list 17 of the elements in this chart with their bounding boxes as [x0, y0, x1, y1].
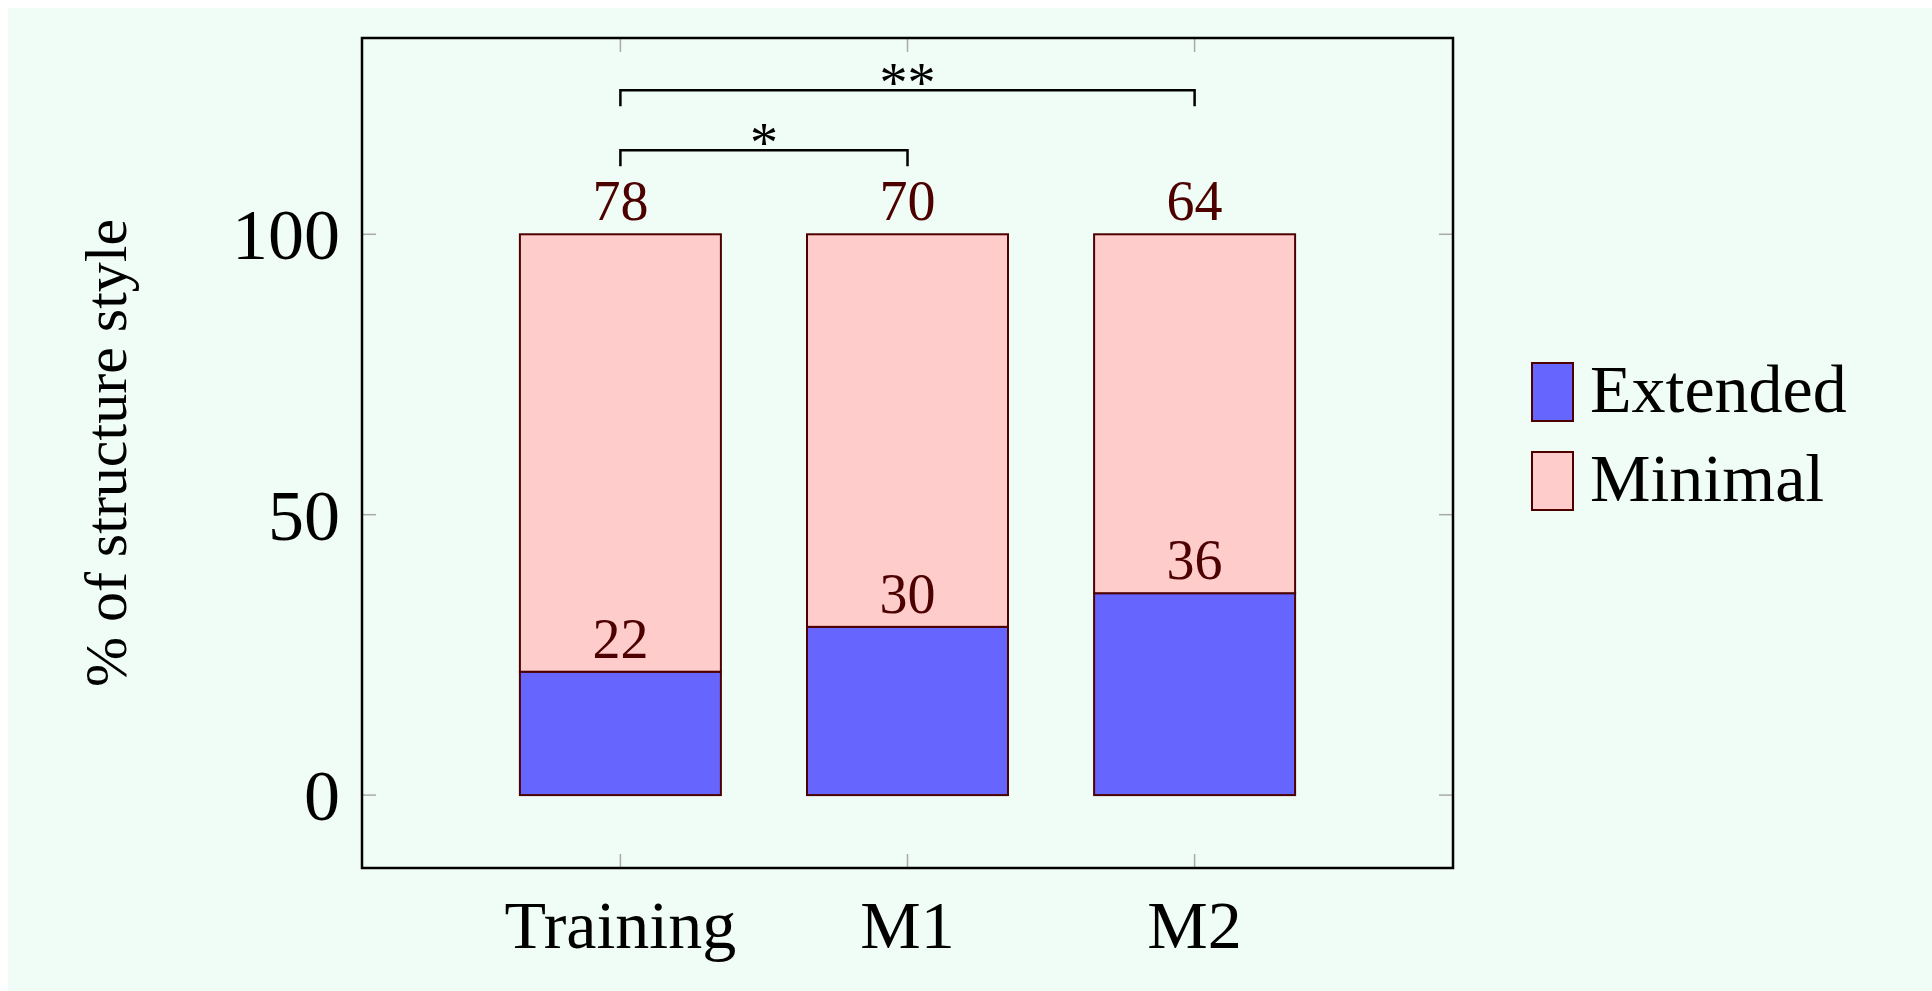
data-label: 70: [879, 170, 936, 233]
data-label: 78: [592, 170, 649, 233]
data-label: 30: [879, 562, 936, 625]
x-tick-label: M1: [860, 887, 955, 963]
data-label: 22: [592, 607, 649, 670]
data-label: 64: [1166, 170, 1223, 233]
annotation: *: [749, 112, 778, 175]
y-tick-label: 50: [268, 475, 340, 556]
y-tick-label: 0: [304, 756, 340, 837]
data-label: 36: [1166, 529, 1223, 592]
x-tick-label: M2: [1147, 887, 1242, 963]
y-axis-title: % of structure style: [73, 218, 139, 688]
annotation: **: [879, 52, 936, 115]
y-tick-label: 100: [232, 195, 340, 276]
x-tick-label: Training: [504, 887, 737, 963]
legend-label: Extended: [1590, 351, 1847, 427]
legend-label: Minimal: [1590, 440, 1825, 516]
